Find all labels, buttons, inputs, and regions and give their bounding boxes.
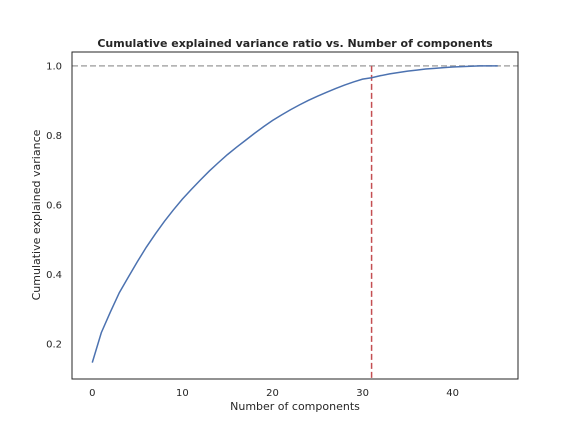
chart-title: Cumulative explained variance ratio vs. … bbox=[97, 37, 493, 50]
y-tick-label: 0.8 bbox=[46, 131, 62, 142]
x-tick-label: 30 bbox=[356, 388, 369, 399]
y-tick-label: 0.2 bbox=[46, 340, 62, 351]
y-tick-label: 0.6 bbox=[46, 201, 62, 212]
y-tick-label: 0.4 bbox=[46, 270, 62, 281]
x-tick-label: 0 bbox=[89, 388, 95, 399]
y-axis-label: Cumulative explained variance bbox=[30, 129, 43, 300]
x-axis-label: Number of components bbox=[230, 400, 360, 413]
y-tick-labels: 0.2 0.4 0.6 0.8 1.0 bbox=[46, 61, 62, 350]
series-line-0 bbox=[91, 65, 498, 363]
x-tick-labels: 0 10 20 30 40 bbox=[89, 388, 459, 399]
x-tick-label: 20 bbox=[266, 388, 279, 399]
plot-frame bbox=[71, 51, 519, 380]
x-tick-label: 10 bbox=[176, 388, 189, 399]
x-tick-label: 40 bbox=[446, 388, 459, 399]
reference-lines bbox=[72, 65, 518, 379]
y-tick-label: 1.0 bbox=[46, 61, 62, 72]
series-group bbox=[91, 65, 498, 363]
